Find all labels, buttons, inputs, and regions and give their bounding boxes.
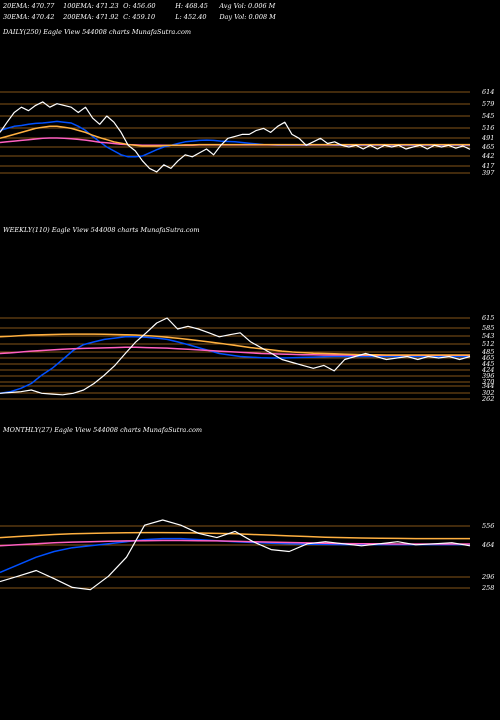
open-value: O: 456.60: [123, 2, 156, 10]
daily-tick-label-465: 465: [481, 143, 494, 151]
day-vol-value: Day Vol: 0.008 M: [219, 13, 276, 21]
avg-vol-value: Avg Vol: 0.006 M: [219, 2, 276, 10]
weekly-series-line-1: [0, 346, 470, 357]
weekly-tick-label-485: 485: [481, 348, 494, 356]
weekly-tick-label-302: 302: [482, 389, 494, 397]
weekly-tick-label-262: 262: [481, 395, 494, 403]
weekly-tick-label-512: 512: [482, 340, 494, 348]
daily-series-line-2: [0, 125, 470, 147]
ema200-value: 200EMA: 471.92: [63, 13, 119, 21]
weekly-tick-label-445: 445: [481, 360, 494, 368]
weekly-tick-label-543: 543: [482, 332, 494, 340]
close-value: C: 459.10: [123, 13, 156, 21]
monthly-tick-label-258: 258: [481, 584, 494, 592]
daily-chart-title: DAILY(250) Eagle View 544008 charts Muna…: [3, 28, 192, 36]
high-value: H: 468.45: [175, 2, 208, 10]
weekly-tick-label-615: 615: [482, 314, 494, 322]
daily-tick-label-614: 614: [482, 88, 494, 96]
weekly-series-line-3: [0, 317, 471, 396]
monthly-chart-title: MONTHLY(27) Eagle View 544008 charts Mun…: [3, 426, 203, 434]
monthly-tick-label-556: 556: [482, 522, 494, 530]
weekly-tick-label-585: 585: [482, 324, 494, 332]
daily-tick-label-579: 579: [482, 100, 494, 108]
daily-tick-label-417: 417: [481, 162, 495, 170]
daily-tick-label-397: 397: [482, 169, 495, 177]
daily-series-line-3: [0, 101, 471, 173]
low-value: L: 452.40: [175, 13, 207, 21]
daily-tick-label-516: 516: [482, 124, 494, 132]
daily-tick-label-442: 442: [481, 152, 494, 160]
daily-tick-label-545: 545: [482, 112, 494, 120]
monthly-tick-label-296: 296: [481, 573, 494, 581]
weekly-tick-label-396: 396: [482, 372, 494, 380]
header-row-1: 20EMA: 470.77 100EMA: 471.23 O: 456.60 H…: [3, 2, 275, 10]
weekly-series-line-0: [0, 336, 470, 395]
header-row-2: 30EMA: 470.42 200EMA: 471.92 C: 459.10 L…: [3, 13, 276, 21]
monthly-series-line-3: [0, 519, 471, 591]
monthly-series-line-1: [0, 539, 470, 547]
monthly-tick-label-464: 464: [481, 541, 494, 549]
weekly-tick-label-344: 344: [482, 382, 494, 390]
weekly-chart-title: WEEKLY(110) Eagle View 544008 charts Mun…: [3, 226, 200, 234]
weekly-tick-label-424: 424: [481, 366, 494, 374]
weekly-tick-label-465: 465: [481, 354, 494, 362]
ema100-value: 100EMA: 471.23: [63, 2, 119, 10]
weekly-series-line-2: [0, 333, 470, 356]
weekly-tick-label-370: 370: [482, 378, 494, 386]
ema20-value: 20EMA: 470.77: [3, 2, 55, 10]
monthly-series-line-2: [0, 531, 470, 540]
daily-tick-label-491: 491: [481, 134, 494, 142]
ema30-value: 30EMA: 470.42: [3, 13, 55, 21]
